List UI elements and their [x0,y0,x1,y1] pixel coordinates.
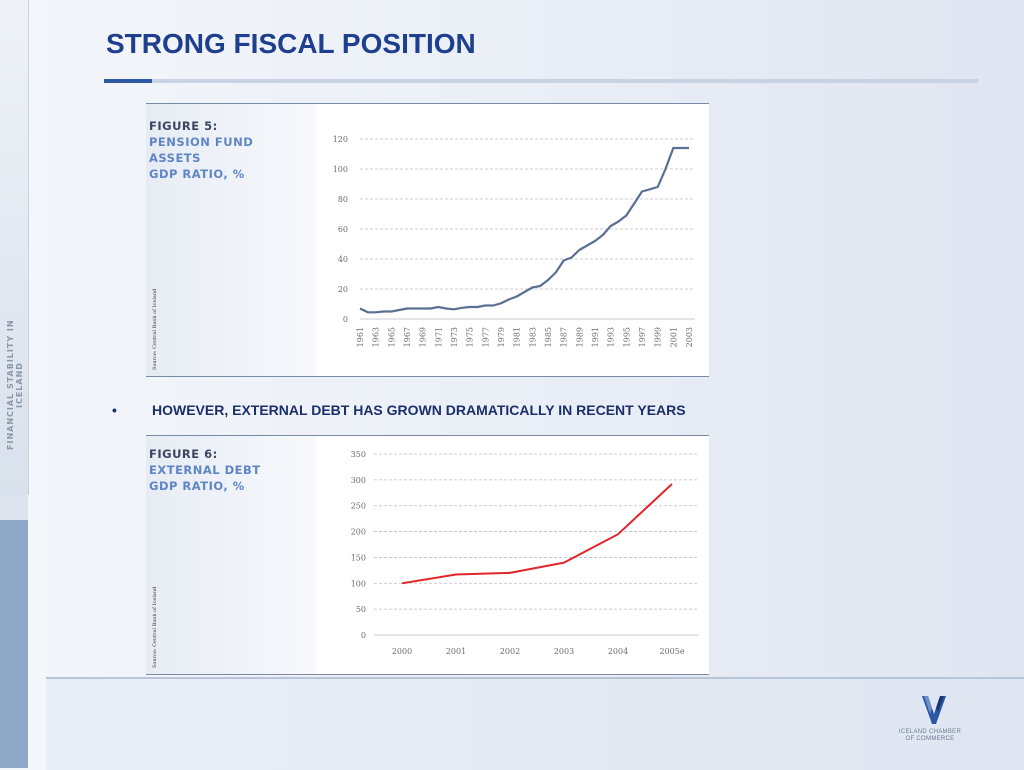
y-tick-label: 120 [333,135,348,144]
figure-5-title: FIGURE 5: PENSION FUND ASSETS GDP RATIO,… [149,118,253,182]
figure-5-title-line: ASSETS [149,151,201,165]
side-caption: FINANCIAL STABILITY IN ICELAND [6,319,24,451]
y-tick-label: 100 [351,579,366,588]
y-tick-label: 60 [338,225,348,234]
x-tick-label: 2003 [685,327,694,347]
x-tick-label: 1961 [356,327,365,347]
y-tick-label: 50 [356,605,366,614]
x-tick-label: 1979 [497,327,506,347]
figure-5-title-line: GDP RATIO, % [149,167,245,181]
figure-6-title-line: EXTERNAL DEBT [149,463,261,477]
y-tick-label: 200 [351,528,366,537]
figure-5-side-panel: FIGURE 5: PENSION FUND ASSETS GDP RATIO,… [146,104,316,376]
x-tick-label: 1963 [372,327,381,347]
title-underline-accent [104,79,152,83]
y-tick-label: 150 [351,553,366,562]
chamber-logo-icon [922,696,946,724]
figure-5-chart-panel: 0 20 40 60 80 100 120 1961 1963 1965 1967 1969 1971 1… [320,126,705,364]
x-tick-label: 1983 [528,327,537,347]
x-tick-label: 2000 [392,647,412,656]
figure-6-side-panel: FIGURE 6: EXTERNAL DEBT GDP RATIO, % Sou… [146,436,316,674]
x-tick-label: 1965 [387,327,396,347]
series-line-external-debt [401,483,673,585]
y-tick-label: 80 [338,195,348,204]
y-tick-label: 40 [338,255,348,264]
y-tick-label: 300 [351,476,366,485]
x-tick-label: 1997 [638,327,647,347]
figure-6: FIGURE 6: EXTERNAL DEBT GDP RATIO, % Sou… [146,435,709,675]
bullet-text: HOWEVER, EXTERNAL DEBT HAS GROWN DRAMATI… [152,402,686,418]
x-tick-label: 1973 [450,327,459,347]
logo-caption: ICELAND CHAMBER OF COMMERCE [880,729,980,743]
figure-6-source: Source: Central Bank of Iceland [152,586,158,668]
figure-5: FIGURE 5: PENSION FUND ASSETS GDP RATIO,… [146,103,709,377]
x-tick-label: 1977 [481,327,490,347]
y-tick-label: 0 [361,631,366,640]
x-tick-label: 1993 [607,327,616,347]
x-tick-label: 2003 [554,647,574,656]
footer-band [46,677,1024,770]
x-tick-label: 1967 [403,327,412,347]
x-tick-label: 2001 [446,647,466,656]
logo-caption-line: ICELAND CHAMBER [898,729,962,735]
x-tick-label: 1971 [434,327,443,347]
figure-5-number: FIGURE 5: [149,119,218,133]
x-tick-label: 1987 [560,327,569,347]
figure-5-source: Source: Central Bank of Iceland [152,288,158,370]
x-tick-label: 1985 [544,327,553,347]
left-strip-upper-panel [0,0,29,495]
figure-6-title-line: GDP RATIO, % [149,479,245,493]
x-tick-label: 1991 [591,327,600,347]
y-tick-label: 20 [338,285,348,294]
x-tick-label: 1981 [513,327,522,347]
slide-title: STRONG FISCAL POSITION [106,28,476,59]
bullet-marker: • [112,402,117,418]
x-tick-label: 1989 [575,327,584,347]
x-tick-label: 2005e [659,647,684,656]
left-strip-lower-panel [0,520,28,768]
x-tick-label: 1975 [466,327,475,347]
y-tick-label: 250 [351,502,366,511]
y-tick-label: 350 [351,450,366,459]
x-tick-label: 2002 [500,647,520,656]
figure-5-title-line: PENSION FUND [149,135,254,149]
logo-caption-line: OF COMMERCE [905,736,955,742]
x-tick-label: 2004 [608,647,628,656]
x-tick-label: 1995 [622,327,631,347]
series-line-pension-fund-assets [359,146,689,314]
pension-fund-chart: 0 20 40 60 80 100 120 1961 1963 1965 1967 1969 1971 1… [333,135,695,347]
x-tick-label: 1999 [654,327,663,347]
figure-6-chart-panel: 0 50 100 150 200 250 300 350 2000 2001 2002 2003 200… [342,438,705,670]
figure-6-title: FIGURE 6: EXTERNAL DEBT GDP RATIO, % [149,446,261,494]
left-decorative-strip: FINANCIAL STABILITY IN ICELAND [0,0,29,768]
figure-6-number: FIGURE 6: [149,447,218,461]
external-debt-chart: 0 50 100 150 200 250 300 350 2000 2001 2002 2003 200… [351,450,699,656]
title-underline [104,79,978,83]
x-tick-label: 2001 [669,327,678,347]
x-tick-label: 1969 [419,327,428,347]
y-tick-label: 0 [343,315,348,324]
y-tick-label: 100 [333,165,348,174]
